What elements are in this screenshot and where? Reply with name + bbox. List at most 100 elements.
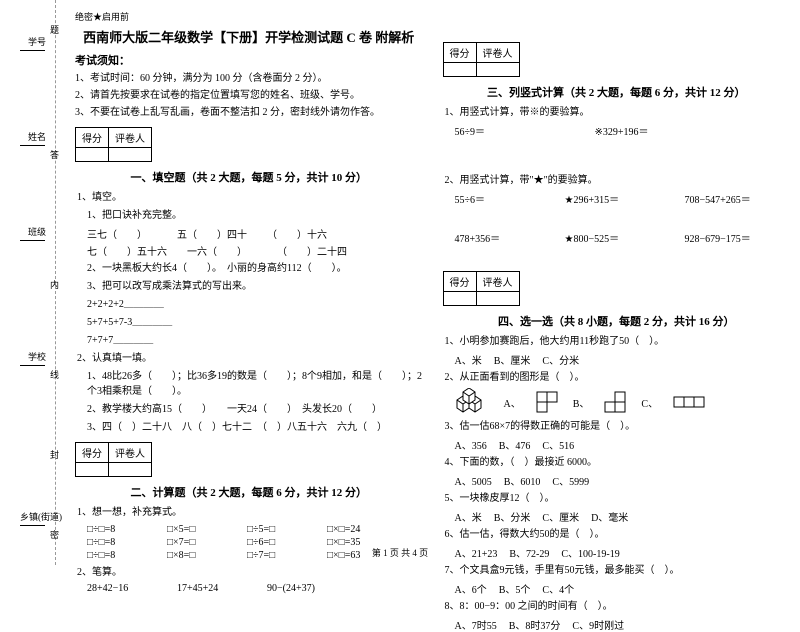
s4-q4: 4、下面的数，（ ）最接近 6000。 [445,455,791,470]
section-1-title: 一、填空题（共 2 大题，每题 5 分，共计 10 分） [75,169,423,185]
exam-title: 西南师大版二年级数学【下册】开学检测试题 C 卷 附解析 [75,27,423,46]
calc-item: 55÷6＝ [455,191,545,206]
score-c1: 得分 [76,443,109,463]
section-2-title: 二、计算题（共 2 大题，每题 6 分，共计 12 分） [75,484,423,500]
s1-q2b: 2、教学楼大约高15（ ） 一天24（ ） 头发长20（ ） [87,402,423,417]
side-underline-2 [20,145,45,146]
page-footer: 第 1 页 共 4 页 [0,546,800,559]
s4-q1-opts: A、米 B、厘米 C、分米 [455,352,791,367]
shape-c-icon [673,396,705,408]
s4-q3: 3、估一估68×7的得数正确的可能是（ ）。 [445,419,791,434]
side-underline-3 [20,240,45,241]
mul-item: 三七（ ） [87,226,157,241]
opt-c-label: C、 [641,395,658,410]
seal-da: 答 [48,150,61,159]
calc-item: ※329+196＝ [595,123,665,138]
s4-q7: 7、个文具盒9元钱，手里有50元钱，最多能买（ ）。 [445,563,791,578]
side-label-xx: 学校 [28,350,46,363]
s4-q8: 8、8：00−9：00 之间的时间有（ ）。 [445,599,791,614]
opt: A、7时55 [455,617,497,632]
s3-q1-row: 56÷9＝ ※329+196＝ [455,123,791,138]
side-underline-5 [20,525,45,526]
s3-q2-row1: 55÷6＝ ★296+315＝ 708−547+265＝ [455,191,791,206]
notice-1: 1、考试时间：60 分钟，满分为 100 分（含卷面分 2 分）。 [75,72,423,86]
s3-q1: 1、用竖式计算，带※的要验算。 [445,105,791,120]
section-3-title: 三、列竖式计算（共 2 大题，每题 6 分，共计 12 分） [443,84,791,100]
side-label-xz: 乡镇(街道) [20,510,62,523]
opt: D、毫米 [591,509,628,524]
cube-shape-icon [455,388,489,416]
seal-xian: 线 [48,370,61,379]
mul-row-2: 七（ ）五十六 一六（ ） （ ）二十四 [87,243,423,258]
calc-item: ★800−525＝ [565,230,665,245]
score-box-2: 得分评卷人 [75,442,152,477]
side-label-bj: 班级 [28,225,46,238]
s4-q2: 2、从正面看到的图形是（ ）。 [445,370,791,385]
calc-item: 478+356＝ [455,230,545,245]
s1-q1b: 2、一块黑板大约长4（ ）。 小丽的身高约112（ ）。 [87,261,423,276]
mul-row-1: 三七（ ） 五（ ）四十 （ ）十六 [87,226,423,241]
s1-q2c: 3、四（ ）二十八 八（ ）七十二 （ ）八五十六 六九（ ） [87,420,423,435]
opt: C、厘米 [542,509,579,524]
opt: B、476 [499,437,531,452]
opt: B、8时37分 [509,617,561,632]
opt: C、4个 [542,581,574,596]
side-underline-1 [20,50,45,51]
opt: A、米 [455,352,482,367]
opt: C、9时刚过 [572,617,624,632]
calc-item: □×□=24 [327,524,407,535]
mul-item: 七（ ）五十六 [87,243,167,258]
s2-q2: 2、笔算。 [77,565,423,580]
s1-q1a: 1、把口诀补充完整。 [87,208,423,223]
s2-q2-row: 28+42−16 17+45+24 90−(24+37) [87,583,423,594]
s4-q5-opts: A、米 B、分米 C、厘米 D、毫米 [455,509,791,524]
opt: B、厘米 [494,352,531,367]
calc-item: 928−679−175＝ [685,230,755,245]
s4-q5: 5、一块橡皮厚12（ ）。 [445,491,791,506]
score-blank [109,463,152,477]
opt: A、356 [455,437,487,452]
calc-item: 56÷9＝ [455,123,575,138]
score-c2: 评卷人 [476,43,519,63]
s2-q1: 1、想一想，补充算式。 [77,505,423,520]
side-label-xh: 学号 [28,35,46,48]
opt: A、6个 [455,581,487,596]
calc-item: 708−547+265＝ [685,191,755,206]
score-c1: 得分 [443,43,476,63]
opt: B、6010 [504,473,541,488]
score-c1: 得分 [76,128,109,148]
add-3: 7+7+7＿＿＿＿ [87,333,423,348]
score-blank [109,148,152,162]
seal-feng: 封 [48,450,61,459]
main-content: 绝密★启用前 西南师大版二年级数学【下册】开学检测试题 C 卷 附解析 考试须知… [75,10,790,632]
score-blank [76,148,109,162]
s1-q2a: 1、48比26多（ ）；比36多19的数是（ ）；8个9相加，和是（ ）；2个3… [87,369,423,399]
left-column: 绝密★启用前 西南师大版二年级数学【下册】开学检测试题 C 卷 附解析 考试须知… [75,10,423,632]
calc-item: ★296+315＝ [565,191,665,206]
opt: A、米 [455,509,482,524]
s4-q2-shapes: A、 B、 C、 [455,388,791,416]
score-c2: 评卷人 [109,128,152,148]
opt-a-label: A、 [504,395,521,410]
calc-item: 90−(24+37) [267,583,337,594]
s4-q8-opts: A、7时55 B、8时37分 C、9时刚过 [455,617,791,632]
calc-item: □÷□=8 [87,524,167,535]
score-c2: 评卷人 [109,443,152,463]
score-blank [443,63,476,77]
shape-a-icon [536,391,558,413]
mul-item: （ ）十六 [267,226,337,241]
s4-q6: 6、估一估，得数大约50的是（ ）。 [445,527,791,542]
score-box-4: 得分评卷人 [443,271,520,306]
score-c2: 评卷人 [476,272,519,292]
score-box-3: 得分评卷人 [443,42,520,77]
add-2: 5+7+5+7-3＿＿＿＿ [87,315,423,330]
seal-mi: 密 [48,530,61,539]
seal-nei: 内 [48,280,61,289]
opt-b-label: B、 [573,395,590,410]
score-c1: 得分 [443,272,476,292]
s1-q1c: 3、把可以改写成乘法算式的写出来。 [87,279,423,294]
right-column: 得分评卷人 三、列竖式计算（共 2 大题，每题 6 分，共计 12 分） 1、用… [443,10,791,632]
calc-item: 28+42−16 [87,583,157,594]
opt: C、516 [542,437,574,452]
secret-label: 绝密★启用前 [75,10,423,23]
